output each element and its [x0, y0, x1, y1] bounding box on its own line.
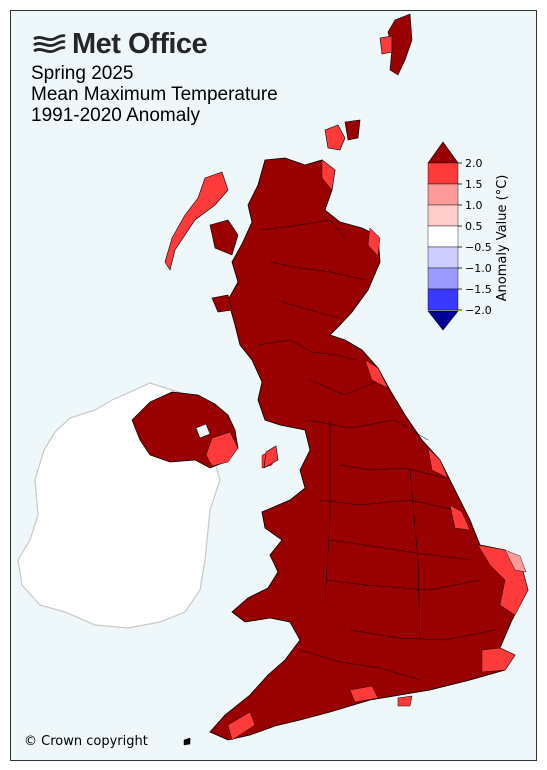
- islay: [211, 294, 233, 313]
- lough-neagh: [195, 423, 211, 439]
- colorbar-tick-label: −2.0: [465, 304, 492, 317]
- shetland-west: [379, 35, 393, 55]
- title-line-season: Spring 2025: [31, 63, 134, 84]
- colorbar-tick-label: 0.5: [465, 220, 483, 233]
- met-office-swirl-icon: [33, 33, 66, 53]
- orkney-east: [344, 119, 361, 141]
- colorbar-band: [427, 225, 459, 248]
- colorbar-tick-label: 2.0: [465, 157, 483, 170]
- colorbar-tick-label: −1.0: [465, 262, 492, 275]
- title-line-variable: Mean Maximum Temperature: [31, 84, 278, 105]
- colorbar-band: [427, 204, 459, 227]
- orkney: [324, 124, 346, 151]
- coastal-anomaly-1-to-1-5: [504, 549, 527, 573]
- logo-text: Met Office: [72, 28, 208, 60]
- great-britain-landmass: [209, 157, 529, 741]
- copyright-notice: © Crown copyright: [24, 734, 148, 749]
- colorbar-band: [427, 288, 459, 311]
- colorbar-tick-label: −0.5: [465, 241, 492, 254]
- colorbar-tick-label: −1.5: [465, 283, 492, 296]
- colorbar-title: Anomaly Value (°C): [495, 175, 510, 302]
- outer-hebrides: [164, 171, 229, 271]
- northern-ireland-east-coast: [205, 431, 239, 467]
- map-title: Spring 2025 Mean Maximum Temperature 199…: [31, 63, 278, 126]
- colorbar-over-triangle: [427, 141, 459, 164]
- colorbar-tick-label: 1.5: [465, 178, 483, 191]
- district-boundaries: [257, 219, 496, 681]
- colorbar-band: [427, 267, 459, 290]
- colorbar-band: [427, 183, 459, 206]
- isle-of-wight: [397, 695, 413, 707]
- title-line-baseline: 1991-2020 Anomaly: [31, 105, 201, 126]
- colorbar: 2.0 1.5 1.0 0.5 −0.5 −1.0 −1.5 −2.0 Anomaly Val…: [427, 141, 510, 331]
- skye: [209, 219, 239, 256]
- met-office-logo: Met Office: [32, 28, 208, 61]
- colorbar-under-triangle: [427, 310, 459, 331]
- colorbar-band: [427, 162, 459, 185]
- colorbar-band: [427, 246, 459, 269]
- isles-of-scilly: [183, 737, 191, 746]
- isle-of-man: [263, 445, 279, 469]
- colorbar-tick-label: 1.0: [465, 199, 483, 212]
